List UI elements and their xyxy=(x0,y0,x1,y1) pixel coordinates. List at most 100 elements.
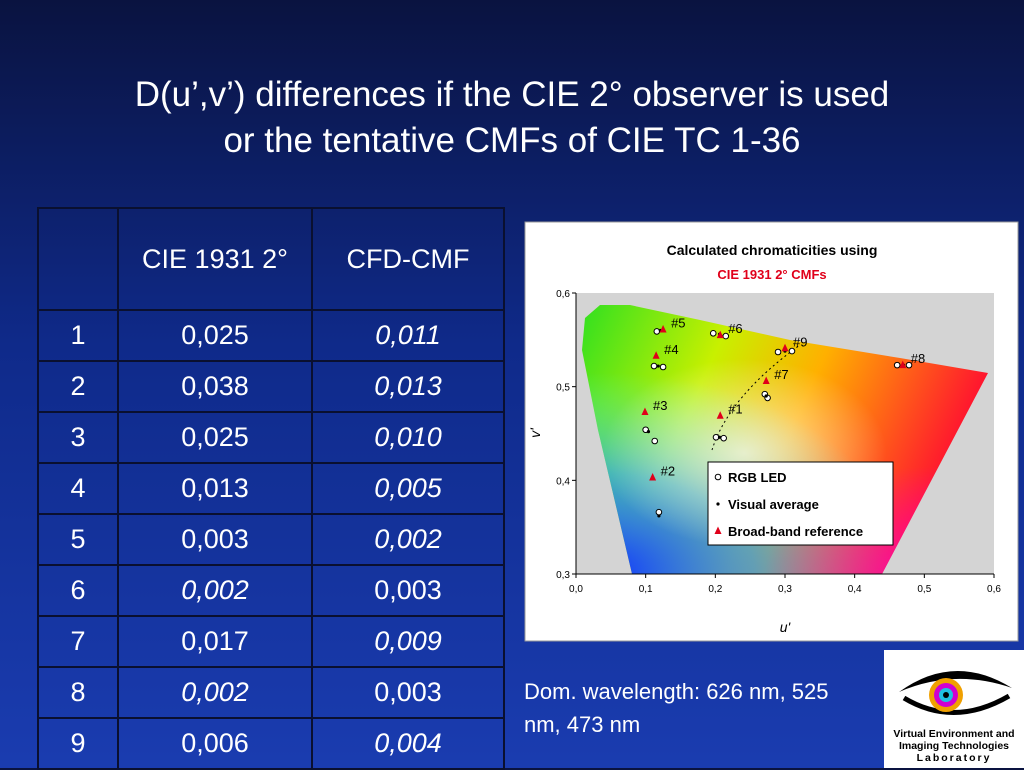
point xyxy=(762,376,770,385)
legend-marker xyxy=(714,526,722,534)
table-row: 6 0,002 0,003 xyxy=(37,564,505,617)
table-row: 5 0,003 0,002 xyxy=(37,513,505,566)
row-number: 4 xyxy=(37,462,119,515)
point xyxy=(716,411,724,419)
point xyxy=(652,351,660,359)
chart-subtitle: CIE 1931 2° CMFs xyxy=(717,267,826,282)
table-cell: 0,002 xyxy=(117,666,313,719)
point xyxy=(905,361,913,369)
point xyxy=(650,362,658,370)
point xyxy=(649,473,657,481)
table-cell: 0,017 xyxy=(117,615,313,668)
table-row: 8 0,002 0,003 xyxy=(37,666,505,719)
point xyxy=(655,508,663,516)
table-row: 3 0,025 0,010 xyxy=(37,411,505,464)
table-cell: 0,006 xyxy=(117,717,313,770)
point xyxy=(722,332,730,340)
table-cell: 0,002 xyxy=(311,513,505,566)
point xyxy=(656,364,660,368)
row-number: 9 xyxy=(37,717,119,770)
column-header: CIE 1931 2° xyxy=(117,207,313,311)
point-label: #3 xyxy=(653,398,667,413)
header-row: CIE 1931 2° CFD-CMF xyxy=(37,207,505,311)
x-tick-label: 0,1 xyxy=(639,584,653,595)
point xyxy=(657,514,661,518)
table-cell: 0,002 xyxy=(117,564,313,617)
table-cell: 0,009 xyxy=(311,615,505,668)
row-number: 3 xyxy=(37,411,119,464)
point xyxy=(717,435,722,439)
chromaticity-chart: Calculated chromaticities using CIE 1931… xyxy=(524,221,1019,642)
point xyxy=(788,347,796,355)
difference-table: CIE 1931 2° CFD-CMF 1 0,025 0,011 2 0,038 0,0… xyxy=(37,207,505,770)
point xyxy=(720,434,727,442)
point-label: #1 xyxy=(728,402,742,417)
x-tick-label: 0,6 xyxy=(987,584,1001,595)
x-tick-label: 0,5 xyxy=(917,584,931,595)
slide-title: D(u’,v’) differences if the CIE 2° obser… xyxy=(0,72,1024,164)
row-number: 2 xyxy=(37,360,119,413)
x-tick-label: 0,3 xyxy=(778,584,792,595)
legend-label: RGB LED xyxy=(728,470,787,485)
chart-title: Calculated chromaticities using xyxy=(667,242,878,258)
point xyxy=(893,361,901,369)
row-number: 8 xyxy=(37,666,119,719)
point xyxy=(709,329,717,337)
note: Dom. wavelength: 626 nm, 525 nm, 473 nm xyxy=(524,679,829,737)
planckian-locus xyxy=(711,344,801,451)
corner-cell xyxy=(37,207,119,311)
table-body: 1 0,025 0,011 2 0,038 0,013 3 0,025 0,010 4 0,013 0… xyxy=(37,309,505,770)
point xyxy=(651,437,659,445)
row-number: 6 xyxy=(37,564,119,617)
table-row: 4 0,013 0,005 xyxy=(37,462,505,515)
point xyxy=(764,394,768,398)
point xyxy=(899,360,907,369)
point xyxy=(716,330,724,339)
table-cell: 0,003 xyxy=(117,513,313,566)
point xyxy=(659,363,667,371)
table-cell: 0,025 xyxy=(117,309,313,362)
logo-text: Virtual Environment and xyxy=(893,728,1015,740)
y-tick-label: 0,6 xyxy=(556,289,570,300)
point-label: #5 xyxy=(671,316,685,331)
logo-text: Laboratory xyxy=(916,752,992,764)
table-row: 1 0,025 0,011 xyxy=(37,309,505,362)
column-header: CFD-CMF xyxy=(311,207,505,311)
legend-label: Broad-band reference xyxy=(728,524,863,539)
point-label: #4 xyxy=(664,342,678,357)
point-label: #8 xyxy=(911,351,925,366)
title-line: or the tentative CMFs of CIE TC 1-36 xyxy=(223,121,801,160)
y-axis-label: v' xyxy=(527,427,543,438)
row-number: 5 xyxy=(37,513,119,566)
point-label: #6 xyxy=(728,321,742,336)
y-tick-label: 0,5 xyxy=(556,383,570,394)
legend-marker xyxy=(714,473,722,481)
x-tick-label: 0,2 xyxy=(708,584,722,595)
x-tick-label: 0,0 xyxy=(569,584,583,595)
table-cell: 0,005 xyxy=(311,462,505,515)
table-row: 9 0,006 0,004 xyxy=(37,717,505,770)
point-label: #7 xyxy=(774,367,788,382)
point xyxy=(646,430,651,434)
legend-marker xyxy=(716,502,720,506)
x-axis-label: u' xyxy=(780,619,792,635)
logo-eye xyxy=(899,670,1012,715)
table-row: 7 0,017 0,009 xyxy=(37,615,505,668)
row-number: 7 xyxy=(37,615,119,668)
y-tick-label: 0,4 xyxy=(556,476,570,487)
logo: Virtual Environment and Imaging Technolo… xyxy=(884,650,1024,768)
table-cell: 0,038 xyxy=(117,360,313,413)
table-cell: 0,013 xyxy=(117,462,313,515)
point xyxy=(641,407,649,415)
point-label: #2 xyxy=(661,464,675,479)
table-cell: 0,004 xyxy=(311,717,505,770)
table-cell: 0,025 xyxy=(117,411,313,464)
legend xyxy=(707,461,894,546)
y-tick-label: 0,3 xyxy=(556,570,570,581)
table-cell: 0,003 xyxy=(311,564,505,617)
point xyxy=(774,348,782,356)
table-cell: 0,011 xyxy=(311,309,505,362)
table-cell: 0,003 xyxy=(311,666,505,719)
point xyxy=(653,328,661,335)
